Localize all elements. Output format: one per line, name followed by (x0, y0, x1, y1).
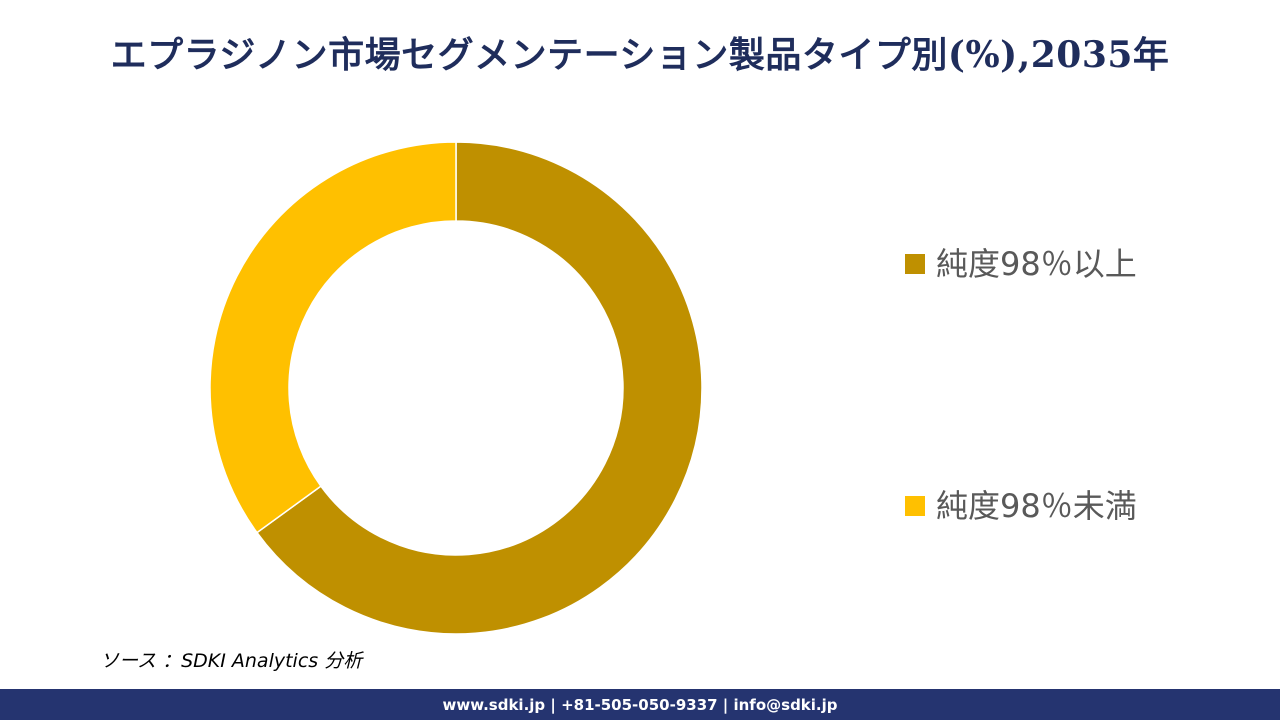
legend-swatch-icon (905, 254, 925, 274)
legend-item-purity-98-or-more: 純度98％以上 (905, 248, 1137, 280)
donut-segment-0 (255, 141, 703, 635)
footer-contact: www.sdki.jp | +81-505-050-9337 | info@sd… (442, 695, 838, 714)
donut-chart-svg (209, 141, 703, 635)
donut-chart (200, 130, 720, 650)
donut-segment-1 (209, 141, 457, 534)
chart-title: エプラジノン市場セグメンテーション製品タイプ別(%),2035年 (110, 34, 1170, 76)
legend-label: 純度98％以上 (936, 245, 1137, 283)
source-note: ソース ：SDKI Analytics 分析 (100, 650, 363, 672)
legend-swatch-icon (905, 496, 925, 516)
footer-bar: www.sdki.jp | +81-505-050-9337 | info@sd… (0, 689, 1280, 720)
legend-item-purity-below-98: 純度98％未満 (905, 490, 1137, 522)
legend-label: 純度98％未満 (936, 487, 1137, 525)
